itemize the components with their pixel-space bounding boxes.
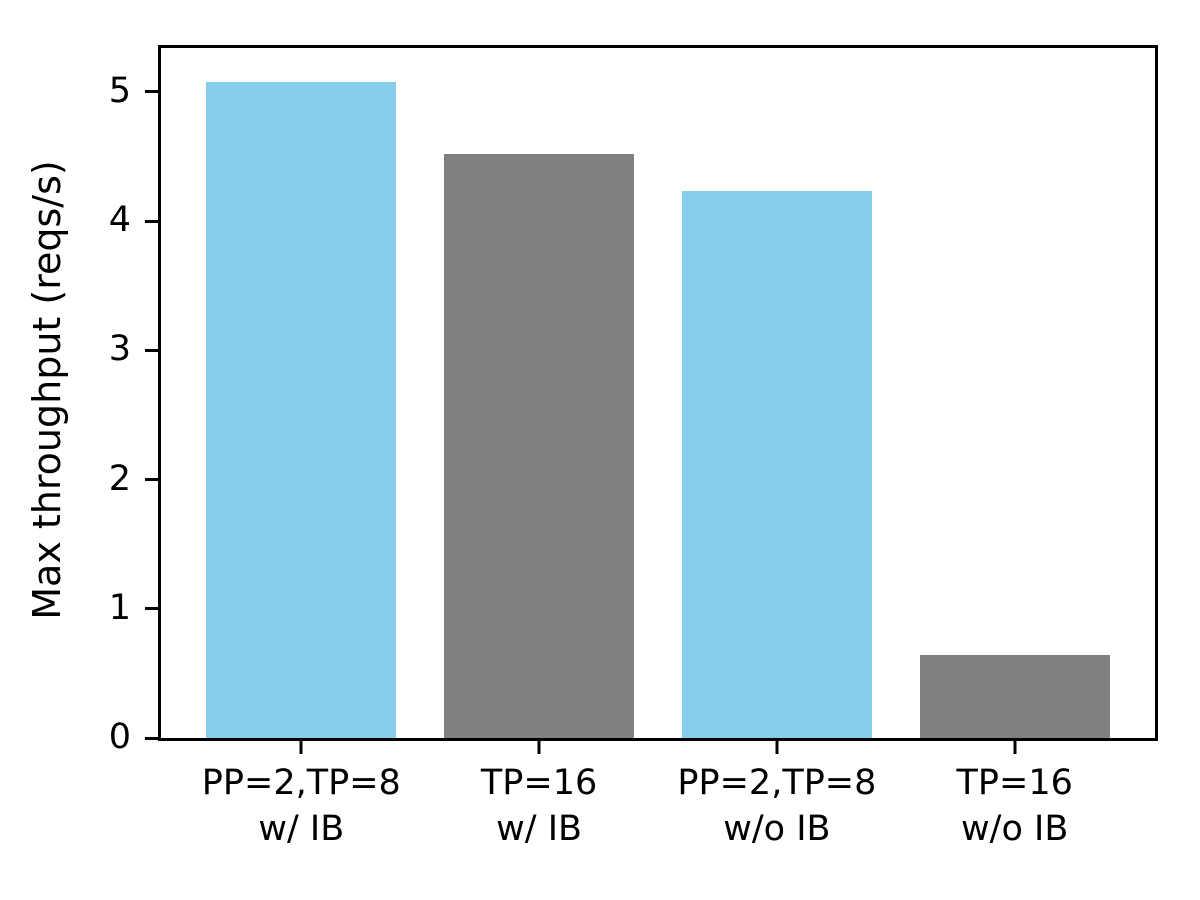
y-tick-label: 0 [108,716,131,757]
x-tick-label-line: w/ IB [258,809,345,850]
bar-0 [206,81,397,738]
y-tick-label: 4 [108,199,131,240]
plot-area: PP=2,TP=8 w/ IB TP=16 w/ IB PP=2,TP=8 w/o IB T… [109,45,1158,849]
x-tick-label: TP=16 w/o IB [957,760,1073,852]
y-axis-tick [145,90,158,94]
x-axis-tick [537,741,541,754]
y-axis-tick [145,348,158,352]
x-tick-label-line: TP=16 [480,763,598,803]
x-tick-label: PP=2,TP=8 w/o IB [677,760,876,852]
bar-3 [919,655,1110,738]
y-axis-tick [145,478,158,482]
bar-2 [681,191,872,738]
x-tick-label-line: PP=2,TP=8 [201,763,401,803]
x-tick-label-line: PP=2,TP=8 [677,763,877,803]
y-axis-label: Max throughput (reqs/s) [25,160,69,620]
y-axis-tick [145,736,158,740]
x-tick-label-line: TP=16 [956,763,1073,803]
x-axis-tick [775,741,779,754]
y-tick-label: 3 [108,329,131,370]
x-axis-tick [1013,741,1017,754]
x-tick-label-line: w/ IB [496,809,583,850]
x-axis-tick [299,741,303,754]
y-tick-label: 2 [108,458,131,499]
x-tick-label: PP=2,TP=8 w/ IB [202,760,401,852]
y-axis-tick [145,607,158,611]
y-axis-tick [145,219,158,223]
y-tick-label: 1 [108,587,131,628]
y-tick-label: 5 [108,70,131,111]
bar-1 [443,153,635,738]
x-tick-label-line: w/o IB [723,809,831,850]
x-tick-label: TP=16 w/ IB [481,760,597,852]
x-tick-label-line: w/o IB [961,809,1069,850]
